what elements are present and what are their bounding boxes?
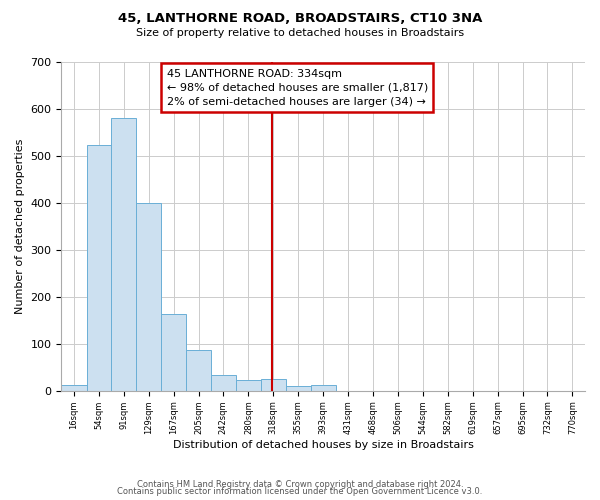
Bar xyxy=(261,379,286,391)
Text: Size of property relative to detached houses in Broadstairs: Size of property relative to detached ho… xyxy=(136,28,464,38)
Bar xyxy=(136,202,161,391)
Bar xyxy=(187,350,211,391)
Bar xyxy=(286,386,311,391)
X-axis label: Distribution of detached houses by size in Broadstairs: Distribution of detached houses by size … xyxy=(173,440,473,450)
Bar xyxy=(311,385,336,391)
Bar xyxy=(111,118,136,391)
Bar xyxy=(211,376,236,391)
Y-axis label: Number of detached properties: Number of detached properties xyxy=(15,138,25,314)
Bar xyxy=(161,314,187,391)
Text: Contains HM Land Registry data © Crown copyright and database right 2024.: Contains HM Land Registry data © Crown c… xyxy=(137,480,463,489)
Text: 45, LANTHORNE ROAD, BROADSTAIRS, CT10 3NA: 45, LANTHORNE ROAD, BROADSTAIRS, CT10 3N… xyxy=(118,12,482,26)
Text: 45 LANTHORNE ROAD: 334sqm
← 98% of detached houses are smaller (1,817)
2% of sem: 45 LANTHORNE ROAD: 334sqm ← 98% of detac… xyxy=(167,68,428,106)
Bar xyxy=(61,384,86,391)
Bar xyxy=(236,380,261,391)
Text: Contains public sector information licensed under the Open Government Licence v3: Contains public sector information licen… xyxy=(118,487,482,496)
Bar xyxy=(86,145,111,391)
